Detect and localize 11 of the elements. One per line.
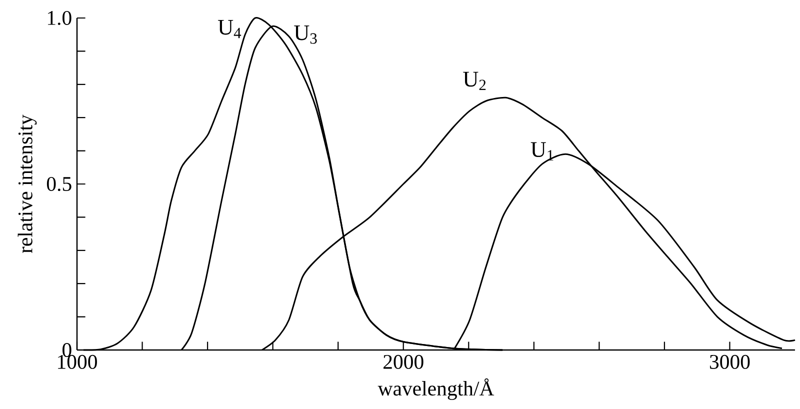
- series-label: U$_{4}$: [218, 20, 242, 38]
- x-tick-label: 1000: [58, 354, 97, 369]
- x-axis-title: wavelength/Å: [378, 378, 494, 400]
- series-label: U$_{2}$: [463, 72, 486, 90]
- x-tick-label: 3000: [710, 354, 750, 369]
- y-tick-label: 1.0: [48, 10, 72, 26]
- y-tick-label: 0.5: [46, 176, 72, 192]
- y-axis-title: relative intensity: [18, 114, 37, 254]
- x-tick-label: 2000: [384, 354, 424, 369]
- y-tick-label: 0: [62, 343, 72, 357]
- series-label: U$_{3}$: [294, 25, 317, 44]
